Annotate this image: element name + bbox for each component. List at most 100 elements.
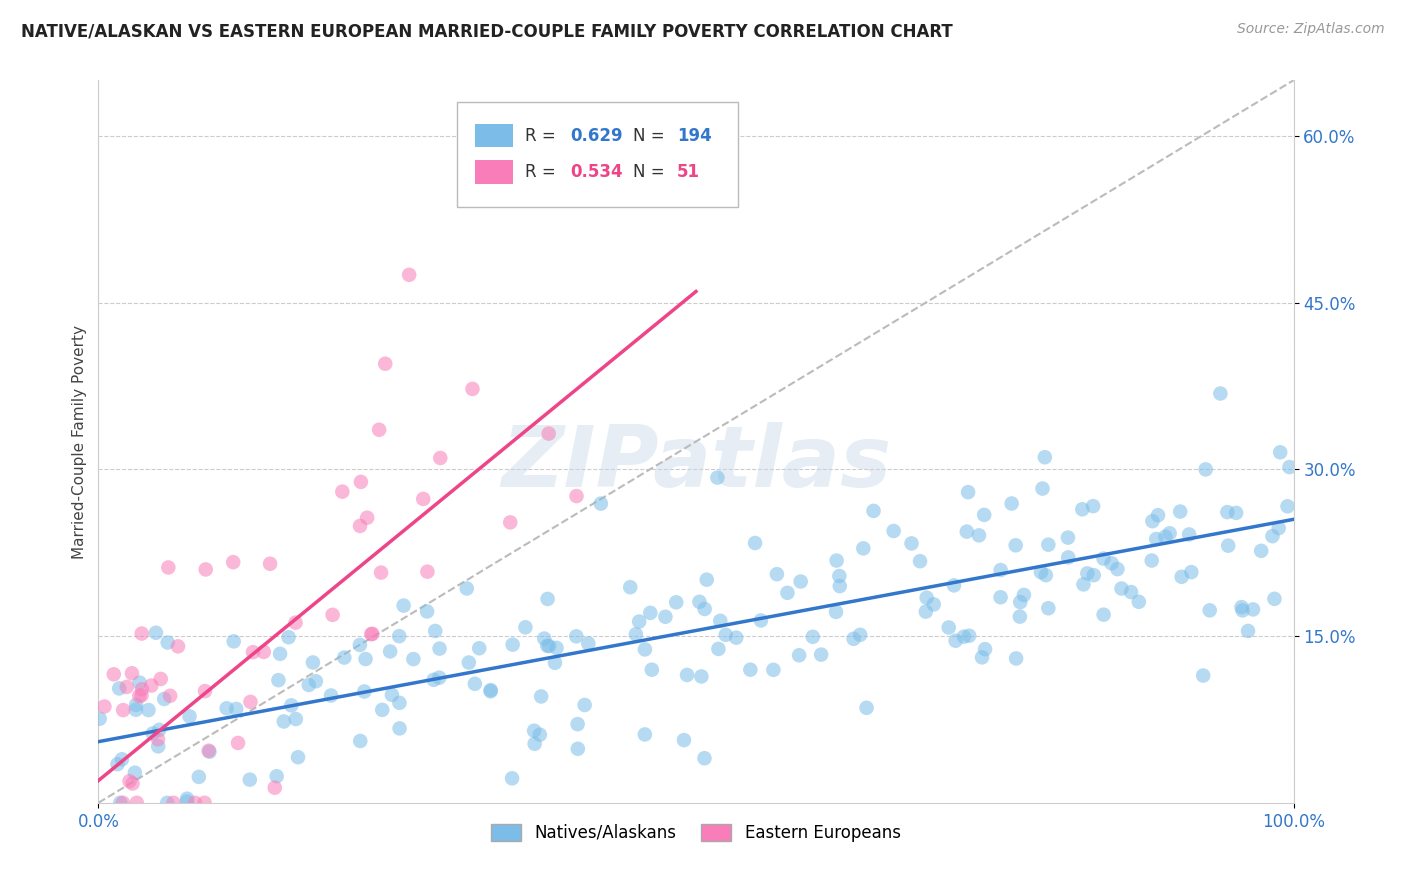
Point	[945, 633, 967, 648]
Point	[725, 631, 748, 645]
Point	[179, 709, 201, 723]
Point	[641, 663, 664, 677]
Y-axis label: Married-Couple Family Poverty: Married-Couple Family Poverty	[72, 325, 87, 558]
Point	[787, 648, 810, 663]
Point	[429, 450, 451, 465]
Point	[142, 726, 165, 740]
Point	[776, 586, 799, 600]
Point	[388, 629, 411, 643]
Point	[533, 632, 555, 646]
Point	[269, 647, 291, 661]
Point	[762, 663, 785, 677]
Point	[810, 648, 832, 662]
Point	[1128, 595, 1150, 609]
Point	[156, 635, 179, 649]
Point	[149, 672, 172, 686]
Point	[619, 580, 641, 594]
Point	[1057, 550, 1080, 565]
Point	[690, 669, 713, 683]
Point	[1241, 602, 1264, 616]
Point	[416, 605, 439, 619]
Point	[167, 640, 190, 654]
Point	[118, 774, 141, 789]
Point	[740, 663, 762, 677]
Point	[461, 382, 484, 396]
Point	[1010, 595, 1032, 609]
Point	[849, 628, 872, 642]
Point	[501, 772, 523, 786]
Point	[938, 620, 960, 634]
Point	[789, 574, 811, 589]
Point	[628, 615, 651, 629]
Point	[145, 625, 167, 640]
Text: 0.534: 0.534	[571, 163, 623, 181]
Point	[1216, 505, 1239, 519]
Point	[107, 757, 129, 772]
Point	[828, 569, 851, 583]
Point	[589, 497, 612, 511]
Point	[842, 632, 865, 646]
Point	[565, 489, 588, 503]
Point	[194, 684, 217, 698]
Point	[284, 712, 307, 726]
Point	[1154, 530, 1177, 544]
Point	[153, 692, 176, 706]
Point	[146, 739, 169, 754]
Point	[284, 615, 307, 630]
Point	[1001, 496, 1024, 510]
Point	[1092, 551, 1115, 566]
Point	[862, 504, 884, 518]
Point	[1178, 527, 1201, 541]
Point	[349, 519, 371, 533]
Point	[1107, 562, 1129, 576]
Point	[148, 723, 170, 737]
Text: Source: ZipAtlas.com: Source: ZipAtlas.com	[1237, 22, 1385, 37]
Text: N =: N =	[633, 163, 669, 181]
Point	[855, 701, 877, 715]
Point	[693, 751, 716, 765]
FancyBboxPatch shape	[457, 102, 738, 207]
Point	[970, 650, 993, 665]
Point	[1144, 532, 1167, 546]
Point	[416, 565, 439, 579]
Point	[672, 733, 695, 747]
Point	[1147, 508, 1170, 523]
Point	[103, 667, 125, 681]
Text: 0.629: 0.629	[571, 127, 623, 145]
Point	[89, 712, 111, 726]
Point	[146, 732, 169, 747]
Point	[273, 714, 295, 729]
Point	[374, 357, 396, 371]
Point	[427, 671, 450, 685]
Point	[825, 553, 848, 567]
Point	[1073, 577, 1095, 591]
Point	[546, 640, 568, 655]
Point	[990, 591, 1012, 605]
Point	[125, 703, 148, 717]
Text: R =: R =	[524, 163, 561, 181]
Point	[766, 567, 789, 582]
Point	[1142, 514, 1164, 528]
Point	[574, 698, 596, 712]
Point	[1140, 553, 1163, 567]
Point	[108, 681, 131, 696]
Point	[707, 641, 730, 656]
Point	[115, 680, 138, 694]
Point	[111, 796, 134, 810]
Text: ZIPatlas: ZIPatlas	[501, 422, 891, 505]
Point	[111, 752, 134, 766]
Point	[529, 728, 551, 742]
Point	[378, 644, 401, 658]
Point	[412, 491, 434, 506]
Text: R =: R =	[524, 127, 561, 145]
Point	[852, 541, 875, 556]
Point	[634, 642, 657, 657]
Point	[388, 722, 411, 736]
Point	[402, 652, 425, 666]
Point	[749, 614, 772, 628]
Point	[381, 688, 404, 702]
Legend: Natives/Alaskans, Eastern Europeans: Natives/Alaskans, Eastern Europeans	[485, 817, 907, 848]
Point	[456, 582, 478, 596]
FancyBboxPatch shape	[475, 161, 513, 184]
Point	[242, 645, 264, 659]
